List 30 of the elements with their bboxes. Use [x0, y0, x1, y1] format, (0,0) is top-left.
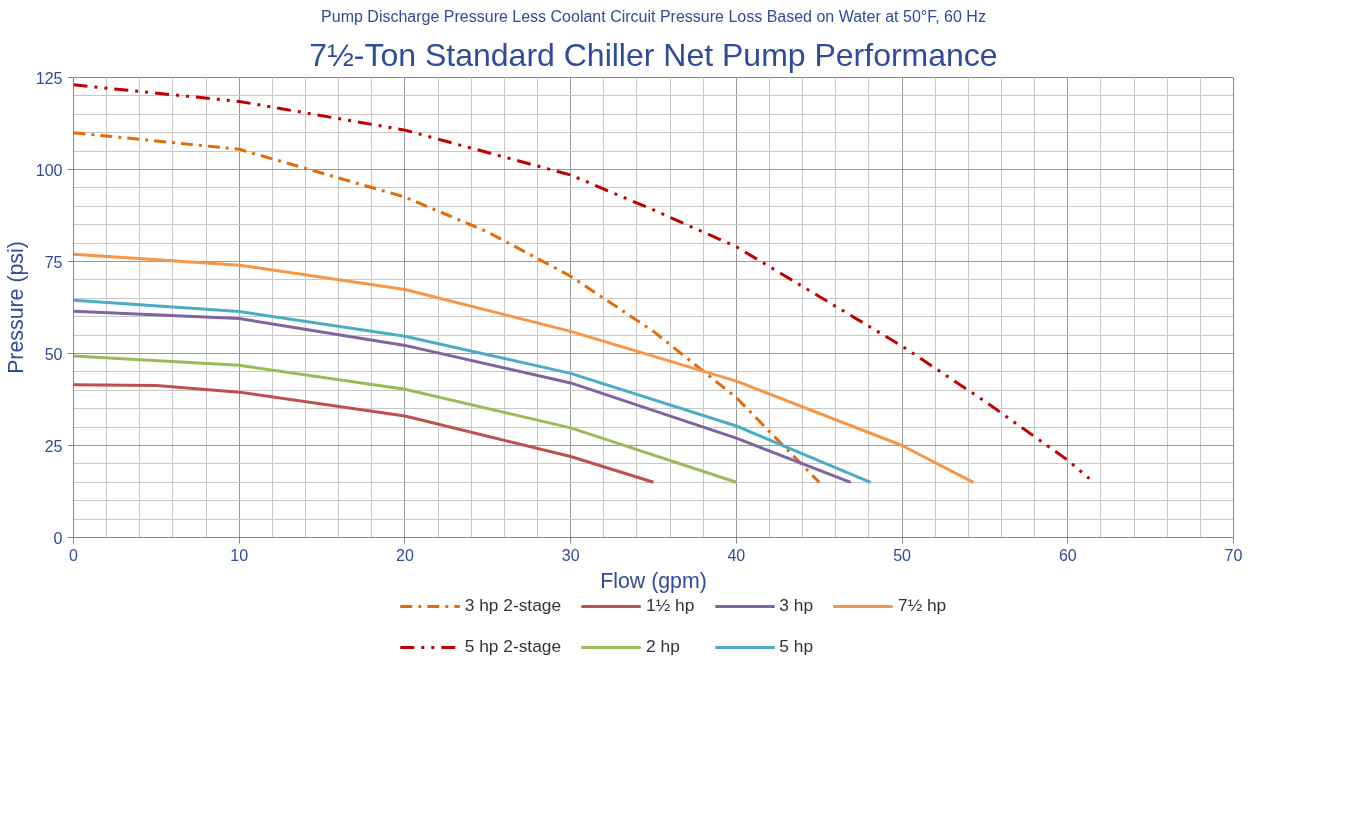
line-series: [73, 252, 975, 484]
y-tick-label: 125: [35, 69, 63, 87]
chart-subtitle: Pump Discharge Pressure Less Coolant Circuit Pressure Loss Based on Water at 50°F, 60 Hz: [321, 7, 986, 25]
x-tick-label: 0: [69, 546, 79, 564]
y-tick-label: 0: [53, 529, 63, 547]
x-tick-label: 60: [1058, 546, 1077, 564]
line-series: [73, 383, 655, 484]
line-series: [73, 131, 821, 484]
x-tick-label: 30: [561, 546, 580, 564]
x-tick-label: 10: [230, 546, 249, 564]
line-series: [73, 83, 1091, 481]
legend-label: 5 hp 2-stage: [464, 636, 562, 657]
legend-label: 7½ hp: [898, 595, 947, 616]
y-tick-label: 25: [44, 437, 63, 455]
y-tick-label: 50: [44, 345, 63, 363]
chart-title: 7½-Ton Standard Chiller Net Pump Performance: [309, 36, 998, 73]
line-series: [73, 354, 738, 484]
x-tick-label: 50: [893, 546, 912, 564]
x-tick-label: 70: [1224, 546, 1243, 564]
legend-label: 2 hp: [646, 636, 680, 657]
x-axis-title: Flow (gpm): [600, 568, 707, 593]
y-axis-title: Pressure (psi): [3, 241, 28, 374]
y-tick-label: 100: [35, 161, 63, 179]
legend-label: 1½ hp: [646, 595, 695, 616]
y-tick-label: 75: [44, 253, 63, 271]
x-tick-label: 20: [396, 546, 414, 564]
legend-label: 5 hp: [779, 636, 814, 657]
legend-label: 3 hp: [779, 595, 814, 616]
x-tick-label: 40: [727, 546, 746, 564]
legend-label: 3 hp 2-stage: [464, 595, 562, 616]
